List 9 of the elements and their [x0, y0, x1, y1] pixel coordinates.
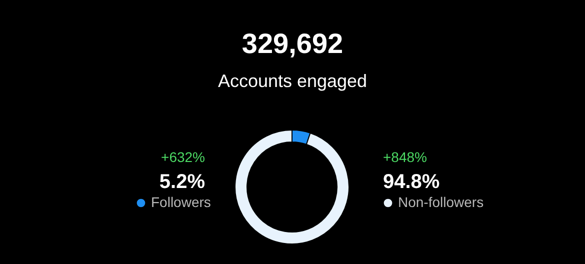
legend-label: Followers	[151, 194, 211, 210]
chart-title: 329,692	[242, 28, 344, 59]
data-label: 5.2%	[159, 171, 206, 193]
donut-slice	[234, 130, 350, 244]
text: +632%	[161, 149, 205, 165]
text: +848%	[383, 149, 427, 165]
chart-subtitle: Accounts engaged	[218, 71, 368, 91]
legend-label: Non-followers	[398, 194, 484, 210]
data-label: 94.8%	[383, 171, 440, 193]
